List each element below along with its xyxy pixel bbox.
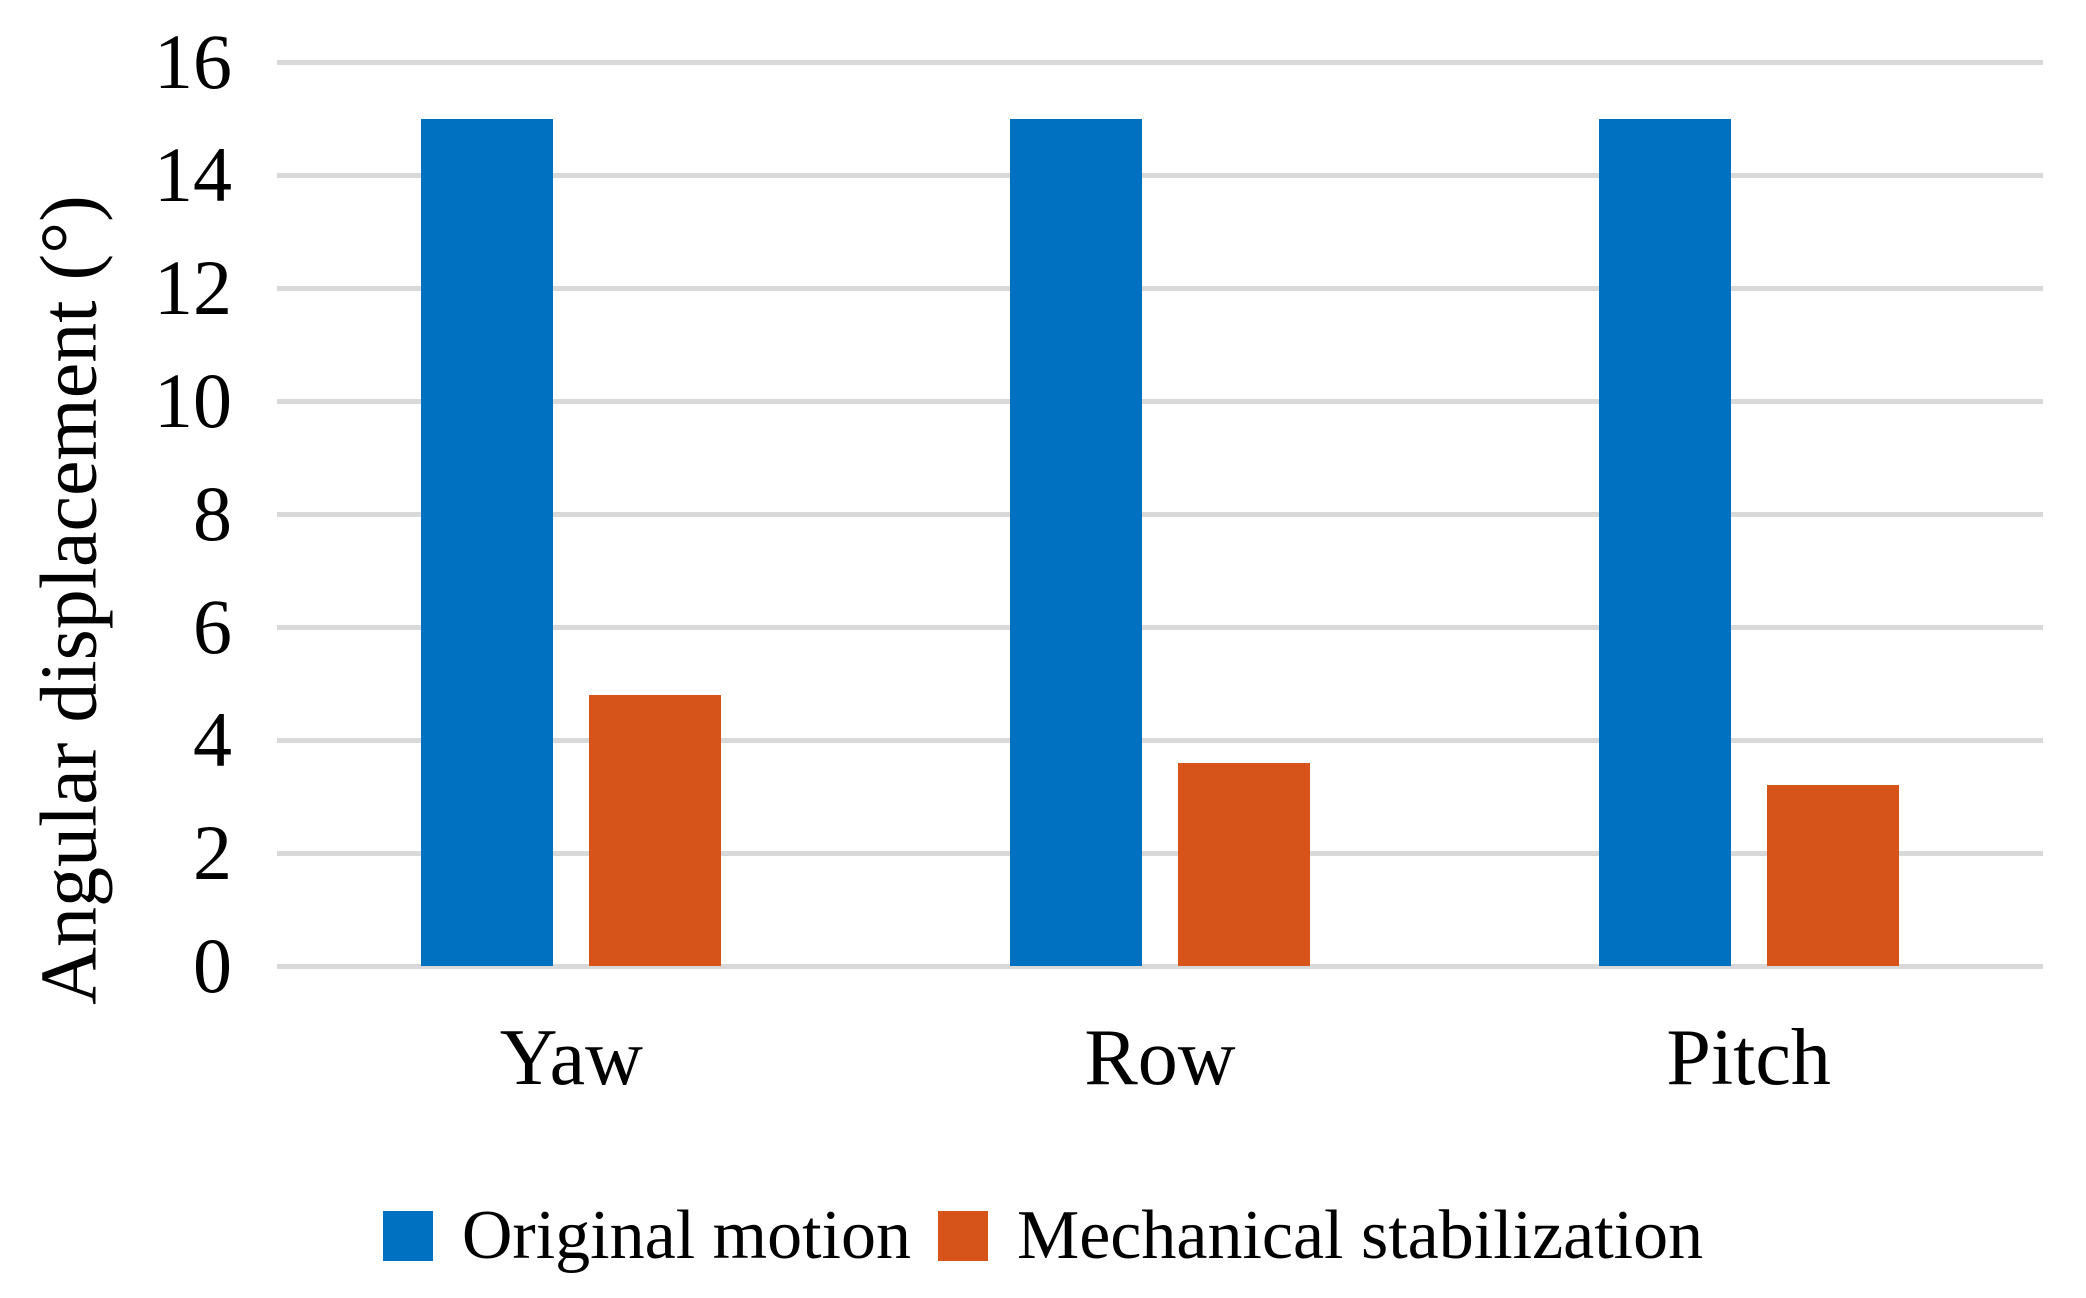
gridline — [277, 59, 2043, 65]
y-axis-tick-label: 10 — [154, 357, 232, 444]
legend-swatch — [382, 1211, 433, 1261]
gridline — [277, 850, 2043, 856]
gridline — [277, 511, 2043, 517]
bar-original-motion-row — [1010, 118, 1142, 966]
legend-label: Mechanical stabilization — [1017, 1197, 1704, 1274]
legend-swatch — [938, 1211, 988, 1261]
y-axis-tick-label: 16 — [154, 18, 232, 105]
y-axis-tick-label: 0 — [193, 922, 232, 1009]
y-axis-tick-label: 8 — [193, 470, 232, 557]
x-axis-category-label: Yaw — [499, 1014, 643, 1102]
legend: Original motion Mechanical stabilization — [0, 1196, 2086, 1276]
gridline — [277, 624, 2043, 630]
gridline — [277, 398, 2043, 404]
bar-original-motion-pitch — [1598, 118, 1731, 966]
y-axis-tick-label: 12 — [154, 244, 232, 331]
bar-mechanical-stabilization-yaw — [589, 694, 722, 966]
y-axis-tick-label: 4 — [193, 696, 232, 783]
x-axis-category-label: Row — [1084, 1014, 1236, 1102]
bar-mechanical-stabilization-row — [1178, 762, 1310, 966]
x-axis-category-label: Pitch — [1666, 1014, 1831, 1102]
y-axis-tick-label: 2 — [193, 809, 232, 896]
y-axis-tick-label: 14 — [154, 131, 232, 218]
gridline — [277, 285, 2043, 291]
gridline — [277, 963, 2043, 969]
bar-original-motion-yaw — [421, 118, 554, 966]
y-axis-tick-label: 6 — [193, 583, 232, 670]
gridline — [277, 737, 2043, 743]
legend-label: Original motion — [461, 1197, 911, 1274]
legend-item-mechanical-stabilization: Mechanical stabilization — [938, 1196, 1703, 1276]
gridline — [277, 172, 2043, 178]
plot-area — [277, 59, 2043, 969]
legend-item-original-motion: Original motion — [382, 1196, 911, 1276]
bar-mechanical-stabilization-pitch — [1766, 785, 1899, 966]
